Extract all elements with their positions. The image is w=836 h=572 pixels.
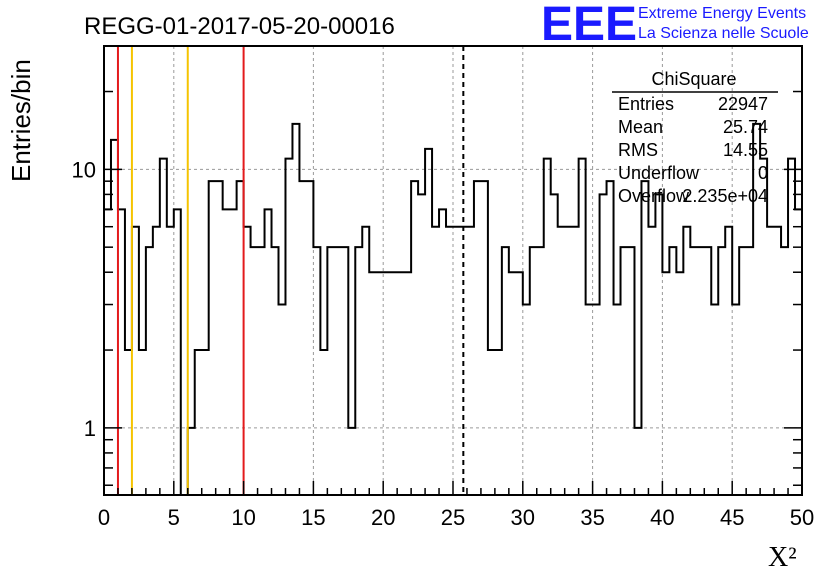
- x-tick-label: 40: [650, 505, 674, 530]
- reference-lines: [116, 46, 465, 495]
- stats-value-entries: 22947: [718, 94, 768, 114]
- stats-value-mean: 25.74: [723, 117, 768, 137]
- stats-value-rms: 14.55: [723, 140, 768, 160]
- x-tick-label: 20: [371, 505, 395, 530]
- x-tick-label: 45: [720, 505, 744, 530]
- stats-label-entries: Entries: [618, 94, 674, 114]
- y-axis-label: Entries/bin: [6, 59, 36, 182]
- stats-box: ChiSquare Entries 22947 Mean 25.74 RMS 1…: [612, 69, 778, 206]
- x-tick-label: 35: [580, 505, 604, 530]
- logo-line-2: La Scienza nelle Scuole: [638, 25, 809, 42]
- y-tick-label: 10: [72, 157, 96, 182]
- logo-line-1: Extreme Energy Events: [638, 5, 806, 22]
- x-tick-label: 0: [98, 505, 110, 530]
- axis-ticks: 0 5 10 15 20 25 30 35 40 45 50 1 10: [72, 45, 814, 530]
- x-tick-label: 30: [511, 505, 535, 530]
- stats-value-underflow: 0: [758, 163, 768, 183]
- stats-label-underflow: Underflow: [618, 163, 700, 183]
- x-tick-label: 15: [301, 505, 325, 530]
- x-axis-label: X²: [768, 542, 797, 572]
- x-tick-label: 10: [231, 505, 255, 530]
- chart-title: REGG-01-2017-05-20-00016: [84, 13, 395, 40]
- stats-label-rms: RMS: [618, 140, 658, 160]
- logo-mark: EEE: [541, 0, 637, 51]
- stats-label-overflow: Overflow: [618, 186, 690, 206]
- x-tick-label: 25: [441, 505, 465, 530]
- stats-title: ChiSquare: [651, 69, 736, 89]
- histogram: [104, 122, 802, 496]
- y-tick-label: 1: [84, 416, 96, 441]
- x-tick-label: 50: [790, 505, 814, 530]
- x-tick-label: 5: [168, 505, 180, 530]
- stats-value-overflow: 2.235e+04: [682, 186, 768, 206]
- stats-label-mean: Mean: [618, 117, 663, 137]
- histogram-series: [104, 122, 802, 496]
- logo: EEE Extreme Energy Events La Scienza nel…: [541, 0, 809, 51]
